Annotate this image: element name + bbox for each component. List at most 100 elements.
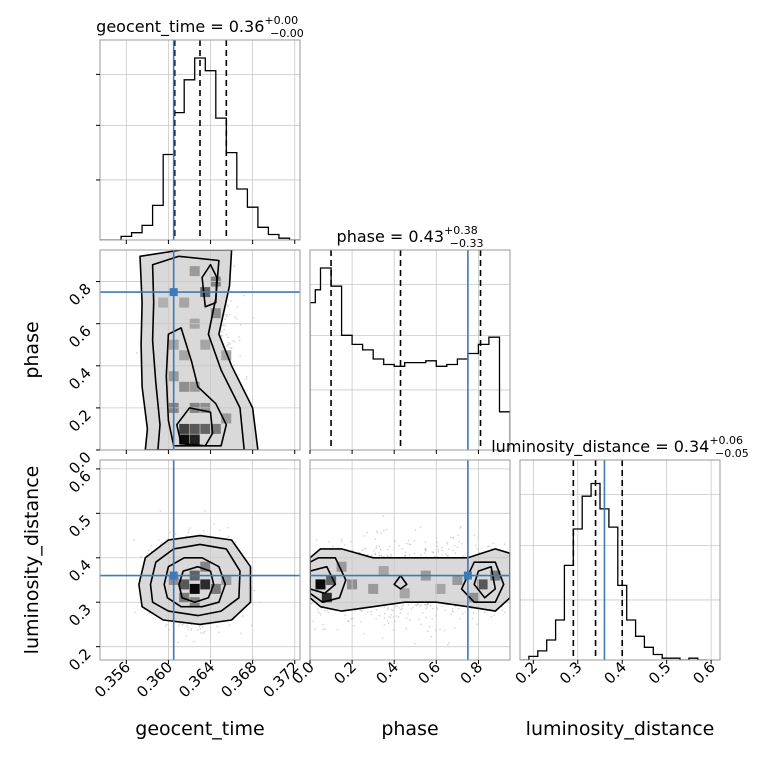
scatter-point xyxy=(425,548,427,551)
scatter-point xyxy=(414,604,416,606)
scatter-point xyxy=(431,551,434,553)
scatter-point xyxy=(178,521,180,523)
scatter-point xyxy=(203,452,205,454)
scatter-point xyxy=(386,620,389,622)
tick-label-y-phase: 0.6 xyxy=(65,322,95,352)
scatter-point xyxy=(551,591,553,593)
scatter-point xyxy=(199,627,202,630)
scatter-point xyxy=(370,610,373,613)
scatter-point xyxy=(347,620,349,622)
density-cell xyxy=(200,423,211,434)
scatter-point xyxy=(181,624,184,626)
scatter-point xyxy=(387,607,389,609)
scatter-point xyxy=(527,596,529,598)
scatter-point xyxy=(436,541,439,544)
scatter-point xyxy=(175,533,177,535)
scatter-point xyxy=(190,504,192,506)
scatter-point xyxy=(516,593,518,595)
scatter-point xyxy=(176,247,178,249)
scatter-point xyxy=(387,622,390,624)
scatter-point xyxy=(514,614,516,616)
scatter-point xyxy=(216,625,219,628)
scatter-point xyxy=(553,605,555,607)
scatter-point xyxy=(416,603,418,606)
scatter-point xyxy=(458,607,460,610)
scatter-point xyxy=(227,336,229,339)
scatter-point xyxy=(383,606,386,609)
truth-marker xyxy=(169,288,178,297)
title-luminosity-distance-median: 0.34 xyxy=(674,437,710,456)
scatter-point xyxy=(340,540,343,543)
scatter-point xyxy=(179,453,181,455)
scatter-point xyxy=(168,629,171,631)
scatter-point xyxy=(406,542,408,545)
scatter-point xyxy=(400,608,402,611)
scatter-point xyxy=(224,318,226,321)
scatter-point xyxy=(282,554,284,556)
tick-label-x-geocent_time: 0.360 xyxy=(133,658,176,701)
scatter-point xyxy=(472,612,475,614)
scatter-point xyxy=(243,294,245,297)
scatter-point xyxy=(378,551,380,554)
density-cell xyxy=(179,297,190,308)
scatter-point xyxy=(459,527,462,529)
scatter-point xyxy=(570,586,572,588)
scatter-point xyxy=(301,596,303,598)
title-geocent-time: geocent_time = 0.36+0.00 −0.00 xyxy=(96,14,304,40)
scatter-point xyxy=(399,612,402,614)
scatter-point xyxy=(204,509,206,512)
scatter-point xyxy=(474,544,477,547)
scatter-point xyxy=(281,537,283,539)
scatter-point xyxy=(227,526,229,529)
scatter-point xyxy=(379,548,382,551)
scatter-point xyxy=(232,340,235,342)
tick-label-y-phase: 0.8 xyxy=(65,280,95,310)
scatter-point xyxy=(187,241,189,243)
density-cell xyxy=(158,297,169,308)
scatter-point xyxy=(445,541,448,544)
scatter-point xyxy=(302,609,304,611)
density-cell xyxy=(179,381,190,392)
scatter-point xyxy=(179,623,182,625)
scatter-point xyxy=(202,632,205,634)
scatter-point xyxy=(430,635,433,638)
scatter-point xyxy=(426,630,429,633)
panel-frame xyxy=(309,459,511,661)
scatter-point xyxy=(282,587,284,589)
scatter-point xyxy=(177,473,179,475)
scatter-point xyxy=(303,584,305,586)
scatter-point xyxy=(559,610,561,612)
ylabel-luminosity-distance: luminosity_distance xyxy=(21,466,43,655)
scatter-point xyxy=(239,453,241,455)
scatter-point xyxy=(135,352,138,354)
scatter-point xyxy=(175,464,177,466)
scatter-point xyxy=(414,529,417,531)
density-cell xyxy=(179,350,190,361)
scatter-point xyxy=(551,601,553,603)
scatter-point xyxy=(203,483,205,485)
scatter-point xyxy=(195,481,197,483)
scatter-point xyxy=(215,241,217,243)
scatter-point xyxy=(429,604,432,607)
title-luminosity-distance-plus: +0.06 xyxy=(709,434,743,447)
scatter-point xyxy=(200,632,202,634)
scatter-point xyxy=(424,552,426,554)
scatter-point xyxy=(456,546,459,549)
scatter-point xyxy=(184,477,186,479)
scatter-point xyxy=(148,549,150,552)
scatter-point xyxy=(302,617,304,619)
density-cell xyxy=(210,583,221,594)
scatter-point xyxy=(187,629,189,631)
scatter-point xyxy=(395,615,398,617)
scatter-point xyxy=(514,569,516,571)
contour-line-3 xyxy=(460,561,505,604)
scatter-point xyxy=(221,335,223,337)
scatter-point xyxy=(262,573,264,575)
scatter-point xyxy=(483,611,486,614)
scatter-point xyxy=(289,566,291,568)
scatter-point xyxy=(185,238,187,240)
scatter-point xyxy=(488,545,490,547)
scatter-point xyxy=(238,336,241,338)
scatter-point xyxy=(410,608,413,610)
scatter-point xyxy=(350,618,352,620)
